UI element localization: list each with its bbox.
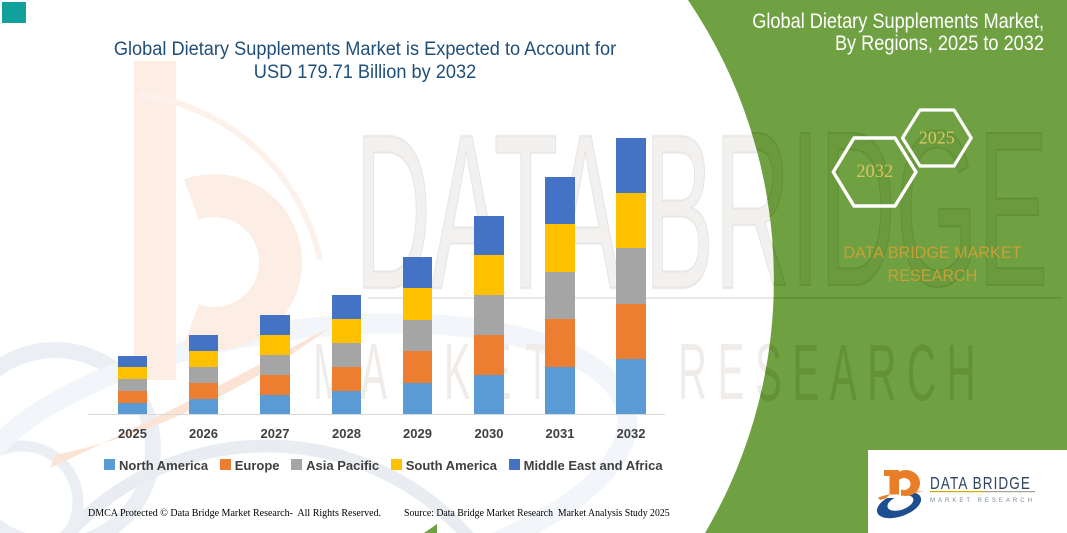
svg-text:2025: 2025 <box>919 128 955 148</box>
svg-text:MARKET RESEARCH: MARKET RESEARCH <box>930 498 1035 504</box>
svg-text:DATA BRIDGE: DATA BRIDGE <box>930 474 1031 493</box>
svg-text:2032: 2032 <box>856 162 893 182</box>
